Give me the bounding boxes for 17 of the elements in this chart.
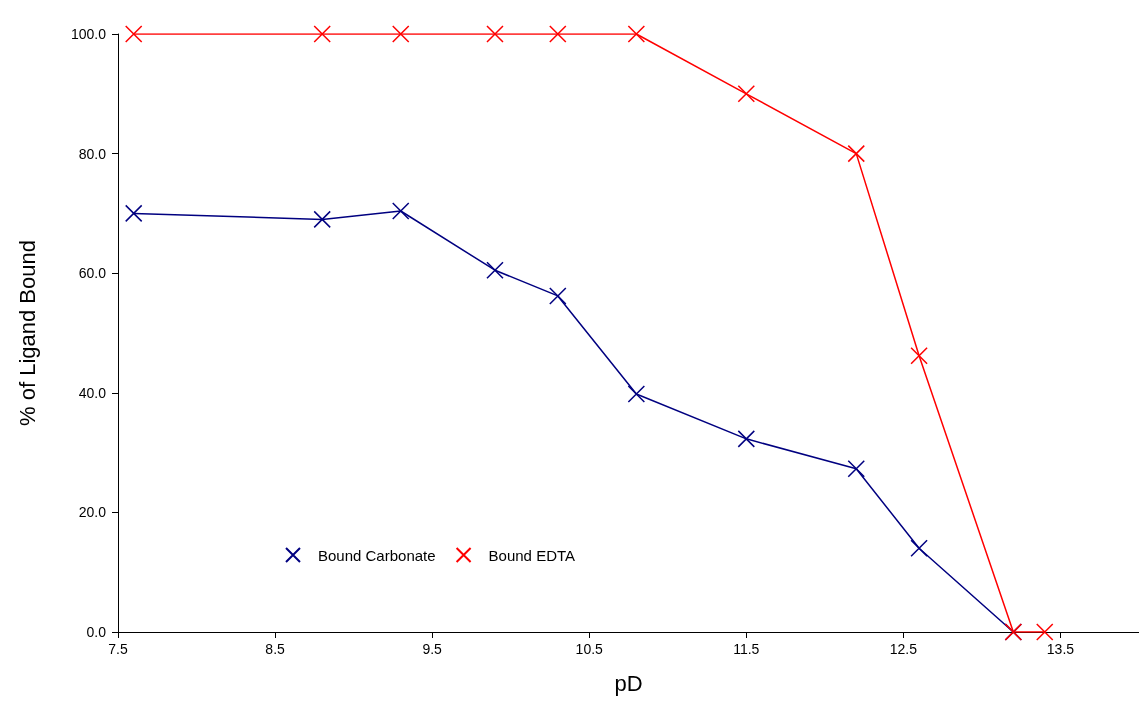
- y-tick-label: 0.0: [86, 624, 107, 640]
- x-tick-label: 12.5: [889, 641, 918, 657]
- y-tick-label: 60.0: [78, 265, 107, 282]
- y-axis-title: % of Ligand Bound: [14, 240, 40, 426]
- x-tick-label: 10.5: [575, 641, 604, 657]
- y-tick-label: 20.0: [78, 504, 107, 521]
- x-tick-label: 11.5: [733, 641, 760, 657]
- x-tick-label: 8.5: [265, 641, 286, 657]
- y-tick-label: 80.0: [78, 145, 107, 162]
- x-tick-label: 9.5: [422, 641, 443, 657]
- y-tick-label: 100.0: [70, 26, 107, 42]
- x-tick-label: 7.5: [108, 641, 128, 657]
- legend-label: Bound Carbonate: [318, 546, 436, 564]
- x-axis-title: pD: [614, 670, 643, 696]
- x-tick-label: 13.5: [1046, 641, 1075, 657]
- legend-label: Bound EDTA: [488, 546, 576, 564]
- y-tick-label: 40.0: [78, 384, 107, 401]
